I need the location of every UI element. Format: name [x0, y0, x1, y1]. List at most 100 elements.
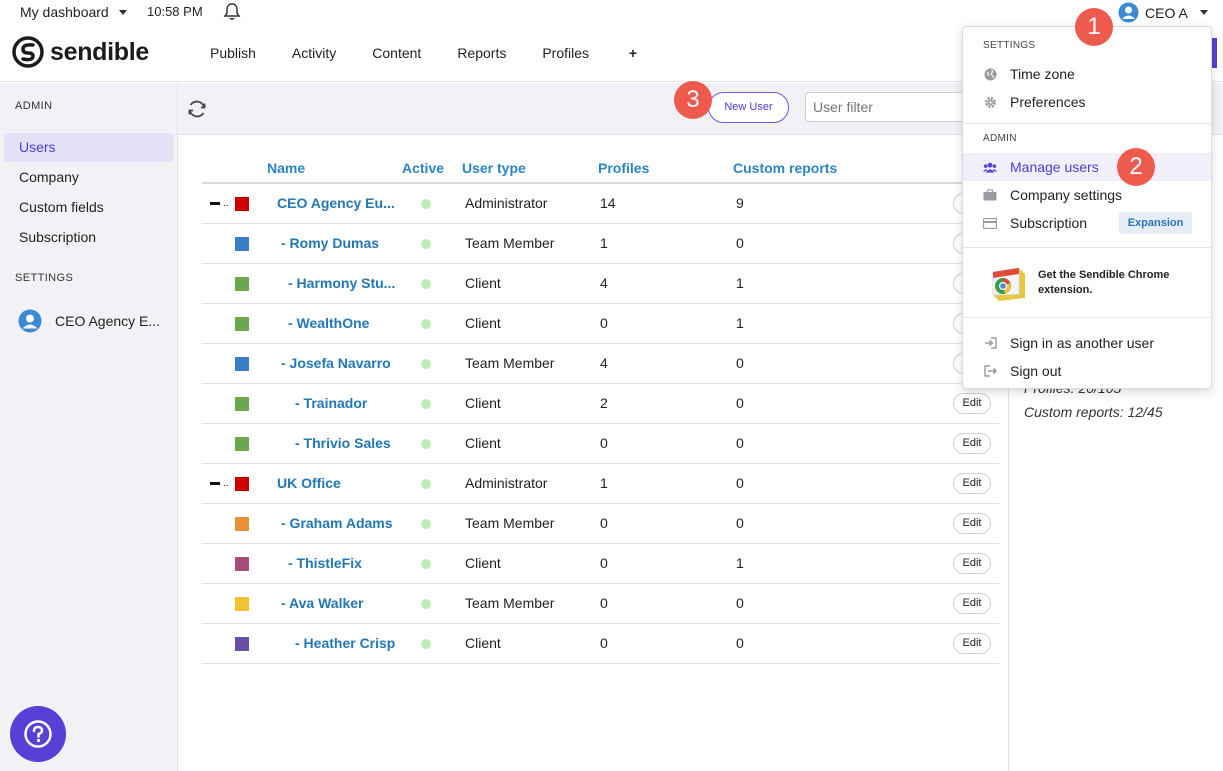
profiles-count: 1: [600, 475, 608, 491]
chrome-extension-promo[interactable]: Get the Sendible Chrome extension.: [1038, 269, 1170, 296]
edit-button[interactable]: Edit: [953, 593, 991, 614]
column-header-custom-reports[interactable]: Custom reports: [733, 160, 838, 176]
dashboard-selector[interactable]: My dashboard: [20, 4, 127, 20]
custom-reports-count: 0: [736, 435, 744, 451]
profiles-count: 0: [600, 435, 608, 451]
custom-reports-count: 0: [736, 355, 744, 371]
custom-reports-count: 1: [736, 555, 744, 571]
custom-reports-count: 0: [736, 515, 744, 531]
custom-reports-count: 0: [736, 635, 744, 651]
custom-reports-count: 9: [736, 195, 744, 211]
menu-item-manage-users[interactable]: Manage users: [963, 153, 1211, 181]
user-name-link[interactable]: UK Office: [277, 475, 341, 491]
menu-item-company-settings[interactable]: Company settings: [963, 181, 1211, 209]
custom-reports-count: 1: [736, 275, 744, 291]
logo[interactable]: sendible: [12, 36, 149, 68]
user-type: Administrator: [465, 195, 548, 211]
new-user-button[interactable]: New User: [708, 92, 789, 123]
collapse-icon[interactable]: [210, 482, 220, 485]
menu-item-sign-in-as-another-user[interactable]: Sign in as another user: [963, 329, 1211, 357]
table-header: Name Active User type Profiles Custom re…: [202, 156, 999, 184]
edit-button[interactable]: Edit: [953, 393, 991, 414]
table-row: - Thrivio Sales Client 0 0 Edit: [202, 424, 999, 464]
sidebar-item-users[interactable]: Users: [4, 133, 173, 162]
user-name-link[interactable]: - Ava Walker: [281, 595, 364, 611]
gear-icon: [983, 95, 997, 109]
menu-item-label: Time zone: [1010, 66, 1075, 82]
menu-item-subscription[interactable]: Subscription: [963, 209, 1211, 237]
user-color-swatch: [235, 597, 249, 611]
column-header-name[interactable]: Name: [267, 160, 306, 176]
user-name-link[interactable]: - Thrivio Sales: [295, 435, 391, 451]
edit-button[interactable]: Edit: [953, 513, 991, 534]
collapse-dots: ..: [223, 198, 229, 209]
user-name-link[interactable]: - Romy Dumas: [281, 235, 380, 251]
collapse-icon[interactable]: [210, 202, 220, 205]
step-callout-1: 1: [1075, 8, 1113, 46]
sidebar-item-company[interactable]: Company: [19, 169, 79, 185]
briefcase-icon: [983, 188, 997, 202]
plan-badge: Expansion: [1119, 212, 1192, 234]
user-name-link[interactable]: - WealthOne: [288, 315, 370, 331]
edit-button[interactable]: Edit: [953, 553, 991, 574]
profiles-count: 1: [600, 235, 608, 251]
profiles-count: 0: [600, 315, 608, 331]
user-type: Client: [465, 555, 501, 571]
user-name-link[interactable]: - Harmony Stu...: [288, 275, 396, 291]
edit-button[interactable]: Edit: [953, 433, 991, 454]
nav-reports[interactable]: Reports: [457, 45, 507, 61]
user-menu-toggle[interactable]: CEO A: [1118, 2, 1208, 23]
step-callout-2: 2: [1117, 148, 1155, 186]
custom-reports-count: 0: [736, 475, 744, 491]
edit-button[interactable]: Edit: [953, 633, 991, 654]
table-row: - ThistleFix Client 0 1 Edit: [202, 544, 999, 584]
user-type: Client: [465, 435, 501, 451]
menu-item-label: Manage users: [1010, 159, 1099, 175]
refresh-icon[interactable]: [186, 98, 208, 120]
user-color-swatch: [235, 517, 249, 531]
sidebar-item-account[interactable]: CEO Agency E...: [18, 309, 160, 333]
edit-button[interactable]: Edit: [953, 473, 991, 494]
user-name-link[interactable]: - Trainador: [295, 395, 368, 411]
active-status-dot: [421, 479, 431, 489]
user-name-link[interactable]: - ThistleFix: [288, 555, 362, 571]
nav-activity[interactable]: Activity: [291, 45, 337, 61]
table-row: - Heather Crisp Client 0 0 Edit: [202, 624, 999, 664]
column-header-active[interactable]: Active: [402, 160, 445, 176]
column-header-profiles[interactable]: Profiles: [598, 160, 650, 176]
bell-icon[interactable]: [222, 2, 242, 22]
user-color-swatch: [235, 277, 249, 291]
active-status-dot: [421, 319, 431, 329]
help-button[interactable]: [10, 706, 66, 762]
profiles-count: 0: [600, 635, 608, 651]
user-name-link[interactable]: - Heather Crisp: [295, 635, 396, 651]
divider: [963, 317, 1211, 318]
column-header-user-type[interactable]: User type: [462, 160, 526, 176]
nav-profiles[interactable]: Profiles +: [542, 45, 637, 61]
user-color-swatch: [235, 637, 249, 651]
sidebar-item-subscription[interactable]: Subscription: [19, 229, 97, 245]
profiles-count: 0: [600, 555, 608, 571]
nav-content[interactable]: Content: [372, 45, 422, 61]
table-row: - Harmony Stu...Client41Edit: [202, 264, 999, 304]
sidebar-admin-heading: ADMIN: [15, 100, 53, 112]
user-name: CEO A: [1145, 4, 1188, 21]
menu-item-preferences[interactable]: Preferences: [963, 88, 1211, 116]
user-type: Team Member: [465, 235, 555, 251]
user-name-link[interactable]: - Graham Adams: [281, 515, 393, 531]
nav-publish[interactable]: Publish: [210, 45, 256, 61]
user-type: Client: [465, 315, 501, 331]
sidebar-item-custom-fields[interactable]: Custom fields: [19, 199, 104, 215]
active-status-dot: [421, 199, 431, 209]
menu-item-sign-out[interactable]: Sign out: [963, 357, 1211, 385]
table-row: - Trainador Client 2 0 Edit: [202, 384, 999, 424]
menu-item-label: Sign in as another user: [1010, 335, 1154, 351]
user-name-link[interactable]: CEO Agency Eu...: [277, 195, 395, 211]
menu-item-time-zone[interactable]: Time zone: [963, 60, 1211, 88]
globe-icon: [983, 67, 997, 81]
profiles-count: 4: [600, 355, 608, 371]
user-type: Client: [465, 275, 501, 291]
user-name-link[interactable]: - Josefa Navarro: [281, 355, 391, 371]
custom-reports-count: 0: [736, 395, 744, 411]
